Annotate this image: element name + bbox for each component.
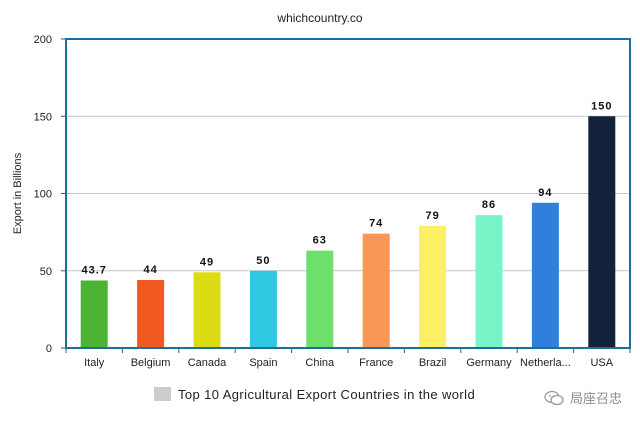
bar	[306, 250, 334, 348]
x-tick-label: Belgium	[131, 357, 171, 369]
x-tick-label: USA	[590, 357, 613, 369]
wechat-icon	[544, 390, 564, 406]
bar	[419, 225, 447, 348]
y-tick-label: 100	[34, 189, 52, 201]
x-tick-label: Italy	[84, 357, 105, 369]
plot-frame	[65, 38, 631, 349]
data-label: 74	[369, 218, 383, 230]
x-tick-label: Spain	[249, 357, 277, 369]
data-label: 86	[482, 199, 496, 211]
data-label: 63	[313, 235, 327, 247]
x-tick-label: China	[305, 357, 335, 369]
x-tick-label: Brazil	[419, 357, 447, 369]
y-axis-label: Export in Billions	[12, 152, 24, 234]
x-tick-label: Canada	[188, 357, 227, 369]
bar	[588, 116, 616, 348]
data-label: 44	[143, 264, 157, 276]
data-label: 94	[538, 187, 552, 199]
bar	[362, 233, 390, 348]
legend-swatch	[154, 387, 171, 401]
bar	[137, 280, 165, 348]
x-tick-label: Germany	[466, 357, 512, 369]
chart-title: whichcountry.co	[276, 11, 362, 25]
data-label: 49	[200, 256, 214, 268]
x-tick-label: France	[359, 357, 393, 369]
y-tick-label: 200	[34, 34, 52, 46]
y-tick-label: 150	[34, 111, 52, 123]
y-tick-label: 50	[40, 266, 52, 278]
bar	[531, 202, 559, 348]
bar	[80, 280, 108, 348]
watermark-text: 局座召忠	[569, 392, 622, 407]
x-tick-label: Netherla...	[520, 357, 571, 369]
legend-label: Top 10 Agricultural Export Countries in …	[178, 387, 475, 402]
data-label: 150	[591, 100, 612, 112]
data-label: 79	[425, 210, 439, 222]
data-label: 50	[256, 255, 270, 267]
watermark: 局座召忠	[544, 388, 622, 407]
data-label: 43.7	[81, 264, 106, 276]
y-tick-label: 0	[46, 343, 52, 355]
bar	[249, 270, 277, 348]
bar	[475, 215, 503, 348]
bar	[193, 272, 221, 348]
